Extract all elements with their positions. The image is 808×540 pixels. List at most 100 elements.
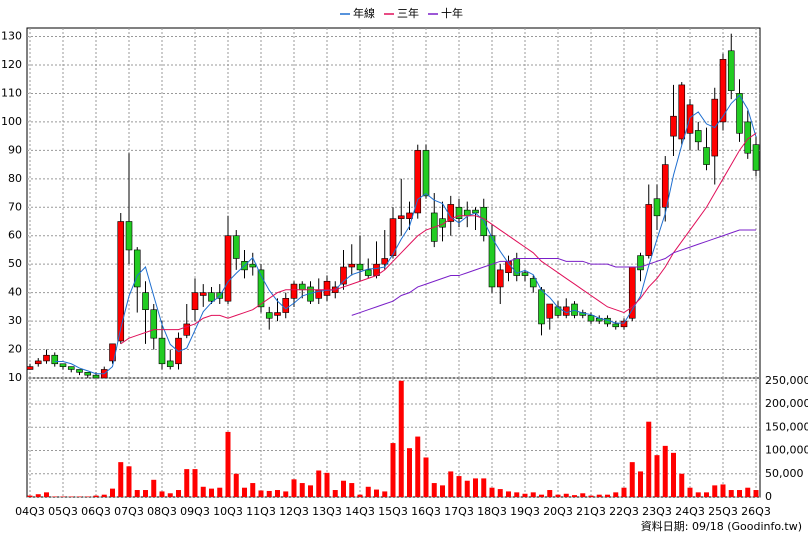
candle-body bbox=[389, 218, 397, 256]
volume-bar bbox=[753, 490, 759, 497]
candle-body bbox=[637, 255, 644, 271]
candle-body bbox=[249, 263, 257, 268]
volume-bar bbox=[283, 491, 289, 497]
candle-body bbox=[348, 263, 356, 268]
volume-bar bbox=[646, 421, 652, 497]
volume-bar bbox=[258, 490, 264, 497]
volume-bar bbox=[167, 493, 173, 497]
y-tick-label: 250,000 bbox=[765, 374, 808, 387]
candle-body bbox=[43, 354, 50, 362]
candle-body bbox=[612, 323, 620, 328]
x-tick-label: 04Q3 bbox=[15, 505, 45, 518]
x-tick-label: 18Q3 bbox=[477, 505, 507, 518]
candle-body bbox=[463, 209, 471, 217]
candle-body bbox=[381, 258, 389, 265]
volume-bar bbox=[110, 488, 115, 497]
y-tick-label: 0 bbox=[765, 490, 772, 503]
volume-bar bbox=[184, 469, 190, 497]
candle-body bbox=[414, 150, 422, 214]
volume-bar bbox=[407, 448, 412, 497]
candle-body bbox=[496, 269, 504, 288]
legend-label: 三年 bbox=[397, 6, 419, 20]
volume-bar bbox=[712, 485, 718, 497]
volume-bar bbox=[629, 462, 635, 497]
candle-body bbox=[290, 283, 298, 299]
y-tick-label: 100 bbox=[1, 115, 22, 128]
y-tick-label: 20 bbox=[8, 343, 22, 356]
candle-body bbox=[340, 266, 347, 285]
legend-label: 年線 bbox=[353, 6, 375, 20]
candle-body bbox=[397, 215, 405, 219]
x-tick-label: 20Q3 bbox=[543, 505, 573, 518]
volume-bar bbox=[365, 486, 371, 497]
volume-bar bbox=[35, 494, 41, 497]
volume-bar bbox=[143, 490, 148, 497]
y-tick-label: 70 bbox=[8, 200, 22, 213]
volume-bar bbox=[209, 488, 214, 497]
volume-bar bbox=[398, 380, 404, 497]
volume-bar bbox=[440, 485, 445, 497]
candle-body bbox=[142, 292, 149, 311]
candle-body bbox=[439, 218, 446, 228]
volume-bar bbox=[217, 487, 223, 497]
y-tick-label: 10 bbox=[8, 371, 22, 384]
volume-bar bbox=[588, 495, 594, 497]
x-tick-label: 23Q3 bbox=[642, 505, 672, 518]
volume-bar bbox=[464, 480, 470, 497]
candle-body bbox=[620, 320, 628, 328]
volume-bar bbox=[737, 490, 742, 497]
x-tick-label: 08Q3 bbox=[147, 505, 177, 518]
volume-bar bbox=[506, 491, 511, 497]
candle-body bbox=[645, 204, 653, 256]
y-tick-label: 120 bbox=[1, 58, 22, 71]
candle-body bbox=[661, 164, 669, 208]
candle-body bbox=[183, 323, 191, 336]
volume-bar bbox=[720, 484, 726, 497]
x-tick-label: 19Q3 bbox=[510, 505, 540, 518]
volume-bar bbox=[233, 473, 239, 497]
candle-body bbox=[554, 306, 562, 316]
volume-bar bbox=[291, 479, 297, 497]
candle-body bbox=[323, 280, 331, 296]
volume-bar bbox=[580, 493, 586, 497]
candle-body bbox=[133, 249, 141, 288]
y-tick-label: 100,000 bbox=[765, 444, 808, 457]
volume-bar bbox=[242, 487, 247, 497]
candle-body bbox=[59, 363, 67, 367]
candle-body bbox=[678, 84, 686, 140]
y-tick-label: 150,000 bbox=[765, 420, 808, 433]
candle-body bbox=[653, 198, 661, 217]
x-tick-label: 22Q3 bbox=[609, 505, 639, 518]
x-tick-label: 25Q3 bbox=[708, 505, 738, 518]
candle-body bbox=[224, 235, 232, 302]
volume-bar bbox=[448, 471, 454, 497]
candle-body bbox=[158, 337, 166, 365]
candle-body bbox=[150, 309, 158, 339]
volume-bar bbox=[679, 473, 685, 497]
volume-bar bbox=[200, 486, 206, 497]
volume-bar bbox=[662, 445, 668, 497]
moving-average-line bbox=[120, 132, 757, 345]
volume-bar bbox=[151, 479, 157, 497]
x-tick-label: 24Q3 bbox=[675, 505, 705, 518]
volume-bar bbox=[613, 492, 619, 497]
volume-bar bbox=[176, 490, 181, 497]
candle-body bbox=[752, 144, 760, 171]
volume-bar bbox=[522, 493, 528, 497]
candle-body bbox=[76, 369, 83, 373]
candle-body bbox=[587, 315, 595, 322]
legend-label: 十年 bbox=[441, 6, 463, 20]
candle-body bbox=[117, 221, 125, 342]
volume-bar bbox=[341, 480, 346, 497]
x-tick-label: 14Q3 bbox=[345, 505, 375, 518]
volume-bar bbox=[539, 494, 544, 497]
volume-bar bbox=[497, 489, 503, 497]
volume-bar bbox=[390, 443, 396, 497]
volume-bar bbox=[745, 487, 751, 497]
candle-body bbox=[356, 263, 364, 271]
candle-body bbox=[571, 303, 578, 316]
y-tick-label: 110 bbox=[1, 86, 22, 99]
volume-bar bbox=[605, 494, 610, 497]
volume-bar bbox=[192, 469, 198, 497]
